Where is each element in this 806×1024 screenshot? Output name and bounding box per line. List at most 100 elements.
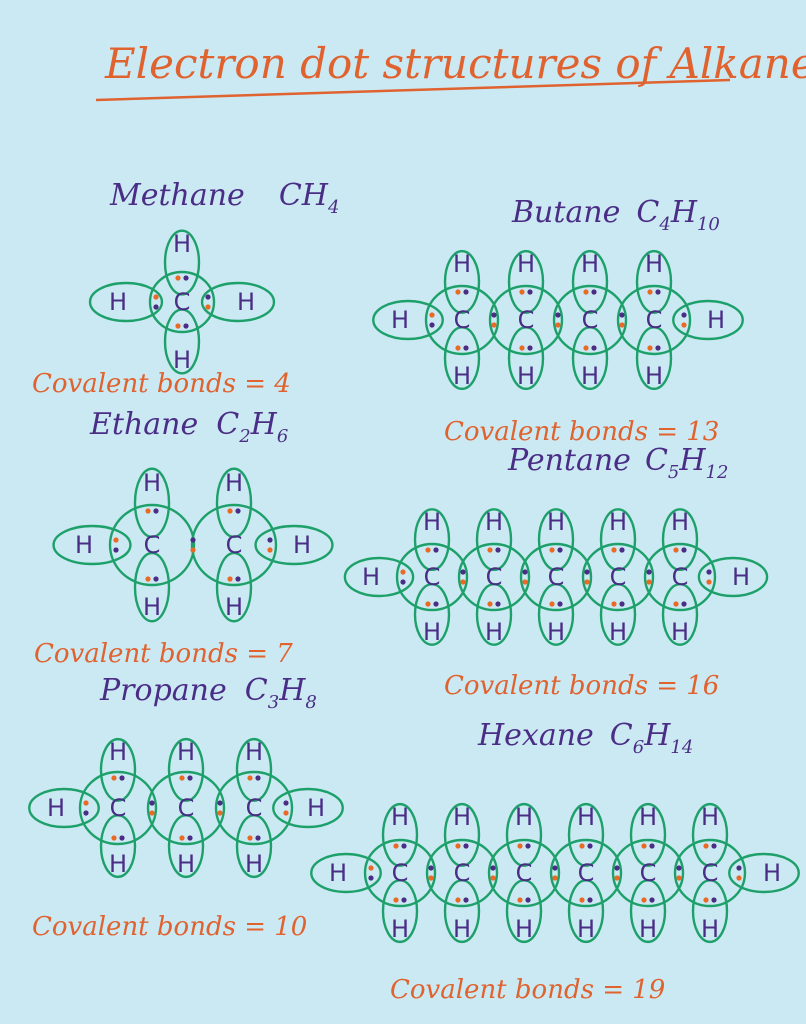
- carbon-shell-ring: [519, 542, 593, 612]
- hydrogen-atom: H: [577, 803, 595, 831]
- electron-dot: [235, 508, 241, 514]
- carbon-shell-ring: [457, 542, 531, 612]
- hydrogen-atom: H: [671, 618, 689, 646]
- electron-dot: [557, 547, 563, 553]
- electron-dot: [673, 601, 679, 607]
- hydrogen-atom: H: [391, 803, 409, 831]
- electron-dot: [255, 775, 261, 781]
- hydrogen-shell-ring: [215, 467, 253, 539]
- carbon-shell-ring: [424, 284, 500, 356]
- electron-dot: [490, 875, 496, 881]
- hydrogen-shell-ring: [413, 582, 451, 646]
- electron-dot: [283, 810, 289, 816]
- hydrogen-atom: H: [423, 618, 441, 646]
- carbon-atom: C: [424, 563, 441, 591]
- hydrogen-atom: H: [763, 859, 781, 887]
- electron-dot: [655, 289, 661, 295]
- electron-dot: [519, 345, 525, 351]
- hydrogen-shell-ring: [691, 802, 729, 867]
- carbon-shell-ring: [148, 270, 216, 334]
- electron-dot: [227, 508, 233, 514]
- electron-dot: [587, 897, 593, 903]
- electron-dot: [205, 294, 211, 300]
- carbon-shell-ring: [488, 284, 564, 356]
- electron-dot: [187, 835, 193, 841]
- electron-dot: [583, 289, 589, 295]
- electron-dot: [455, 345, 461, 351]
- hydrogen-shell-ring: [672, 299, 744, 341]
- hydrogen-shell-ring: [133, 551, 171, 623]
- electron-dot: [673, 547, 679, 553]
- hydrogen-shell-ring: [167, 737, 205, 802]
- electron-dot: [111, 835, 117, 841]
- hydrogen-shell-ring: [413, 508, 451, 572]
- electron-dot: [83, 810, 89, 816]
- electron-dot: [681, 312, 687, 318]
- page-title: Electron dot structures of Alkanes: [104, 39, 806, 88]
- hydrogen-atom: H: [645, 362, 663, 390]
- hydrogen-shell-ring: [567, 879, 605, 944]
- electron-dot: [614, 865, 620, 871]
- hydrogen-shell-ring: [635, 249, 673, 314]
- electron-dot: [557, 601, 563, 607]
- electron-dot: [393, 897, 399, 903]
- carbon-shell-ring: [552, 284, 628, 356]
- electron-dot: [433, 601, 439, 607]
- methane-name: Methane CH4: [109, 178, 339, 218]
- carbon-shell-ring: [108, 503, 196, 587]
- hydrogen-shell-ring: [52, 524, 132, 566]
- ethane-bond-count: Covalent bonds = 7: [34, 639, 293, 669]
- electron-dot: [255, 835, 261, 841]
- carbon-shell-ring: [363, 838, 437, 908]
- hydrogen-atom: H: [245, 850, 263, 878]
- hydrogen-atom: H: [701, 915, 719, 943]
- electron-dot: [491, 322, 497, 328]
- methane-bond-count: Covalent bonds = 4: [32, 369, 291, 399]
- butane-name: Butane C4H10: [511, 195, 720, 235]
- electron-dot: [235, 576, 241, 582]
- electron-dot: [591, 345, 597, 351]
- carbon-shell-ring: [214, 770, 294, 846]
- electron-dot: [267, 537, 273, 543]
- hydrogen-atom: H: [485, 508, 503, 536]
- hydrogen-shell-ring: [200, 281, 276, 323]
- hydrogen-atom: H: [143, 593, 161, 621]
- hydrogen-atom: H: [293, 531, 311, 559]
- electron-dot: [463, 843, 469, 849]
- electron-dot: [145, 508, 151, 514]
- carbon-shell-ring: [549, 838, 623, 908]
- electron-dot: [611, 601, 617, 607]
- electron-dot: [455, 843, 461, 849]
- electron-dot: [641, 897, 647, 903]
- hydrogen-atom: H: [109, 288, 127, 316]
- hydrogen-shell-ring: [443, 802, 481, 867]
- hydrogen-shell-ring: [571, 249, 609, 314]
- hydrogen-shell-ring: [381, 802, 419, 867]
- carbon-atom: C: [702, 859, 719, 887]
- electron-dot: [401, 843, 407, 849]
- ethane-block: Ethane C2H6 H H H H H H C C Covalent bonds = 7: [34, 407, 334, 669]
- electron-dot: [149, 810, 155, 816]
- electron-dot: [153, 304, 159, 310]
- hydrogen-shell-ring: [235, 737, 273, 802]
- hydrogen-atom: H: [609, 508, 627, 536]
- electron-dot: [179, 835, 185, 841]
- hydrogen-atom: H: [581, 250, 599, 278]
- carbon-shell-ring: [616, 284, 692, 356]
- carbon-shell-ring: [673, 838, 747, 908]
- hydrogen-atom: H: [109, 850, 127, 878]
- electron-dot: [247, 835, 253, 841]
- electron-dot: [519, 289, 525, 295]
- hydrogen-atom: H: [577, 915, 595, 943]
- carbon-shell-ring: [425, 838, 499, 908]
- hydrogen-atom: H: [75, 531, 93, 559]
- pentane-bond-count: Covalent bonds = 16: [444, 671, 719, 701]
- electron-dot: [368, 875, 374, 881]
- hydrogen-shell-ring: [163, 308, 201, 375]
- carbon-shell-ring: [487, 838, 561, 908]
- electron-dot: [579, 897, 585, 903]
- electron-dot: [400, 569, 406, 575]
